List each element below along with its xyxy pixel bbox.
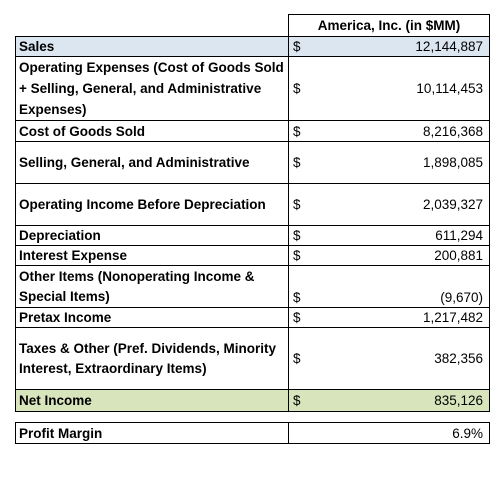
row-value: 12,144,887 (314, 36, 490, 57)
row-label: Pretax Income (15, 307, 289, 328)
row-currency: $ (288, 120, 315, 142)
row-label: Selling, General, and Administrative (15, 141, 289, 184)
column-header: America, Inc. (in $MM) (288, 14, 490, 37)
row-sales: Sales $ 12,144,887 (15, 36, 490, 57)
header-row: America, Inc. (in $MM) (16, 14, 490, 37)
row-depreciation: Depreciation $ 611,294 (15, 225, 490, 246)
row-value: 10,114,453 (314, 56, 490, 121)
row-currency: $ (288, 56, 315, 121)
row-currency: $ (288, 225, 315, 246)
row-currency: $ (288, 245, 315, 266)
row-value: 2,039,327 (314, 183, 490, 226)
row-value: 1,898,085 (314, 141, 490, 184)
row-oibd: Operating Income Before Depreciation $ 2… (15, 183, 490, 226)
row-taxes-other: Taxes & Other (Pref. Dividends, Minority… (15, 327, 490, 390)
row-currency: $ (288, 183, 315, 226)
row-label: Interest Expense (15, 245, 289, 266)
row-label: Profit Margin (15, 422, 289, 444)
row-currency: $ (288, 389, 315, 412)
header-blank-cell (16, 15, 289, 37)
row-value: 6.9% (288, 422, 490, 444)
row-label: Operating Expenses (Cost of Goods Sold +… (15, 56, 289, 121)
row-value: 835,126 (314, 389, 490, 412)
row-net-income: Net Income $ 835,126 (15, 389, 490, 412)
row-value: 1,217,482 (314, 307, 490, 328)
row-pretax-income: Pretax Income $ 1,217,482 (15, 307, 490, 328)
row-profit-margin: Profit Margin 6.9% (15, 422, 490, 444)
row-currency: $ (288, 327, 315, 390)
row-label: Taxes & Other (Pref. Dividends, Minority… (15, 327, 289, 390)
row-other-items: Other Items (Nonoperating Income & Speci… (15, 265, 490, 308)
row-currency: $ (288, 307, 315, 328)
income-statement-sheet: America, Inc. (in $MM) Sales $ 12,144,88… (15, 14, 490, 444)
row-label: Sales (15, 36, 289, 57)
row-currency: $ (288, 141, 315, 184)
row-value: 382,356 (314, 327, 490, 390)
row-label: Cost of Goods Sold (15, 120, 289, 142)
row-interest-expense: Interest Expense $ 200,881 (15, 245, 490, 266)
row-sga: Selling, General, and Administrative $ 1… (15, 141, 490, 184)
row-currency: $ (288, 265, 315, 308)
row-operating-expenses: Operating Expenses (Cost of Goods Sold +… (15, 56, 490, 121)
row-value: 200,881 (314, 245, 490, 266)
row-label: Net Income (15, 389, 289, 412)
row-value: 8,216,368 (314, 120, 490, 142)
income-statement-table: America, Inc. (in $MM) Sales $ 12,144,88… (15, 14, 490, 412)
row-label: Depreciation (15, 225, 289, 246)
row-value: 611,294 (314, 225, 490, 246)
row-value: (9,670) (314, 265, 490, 308)
row-cogs: Cost of Goods Sold $ 8,216,368 (15, 120, 490, 142)
profit-margin-table: Profit Margin 6.9% (15, 422, 490, 444)
row-currency: $ (288, 36, 315, 57)
row-label: Other Items (Nonoperating Income & Speci… (15, 265, 289, 308)
row-label: Operating Income Before Depreciation (15, 183, 289, 226)
